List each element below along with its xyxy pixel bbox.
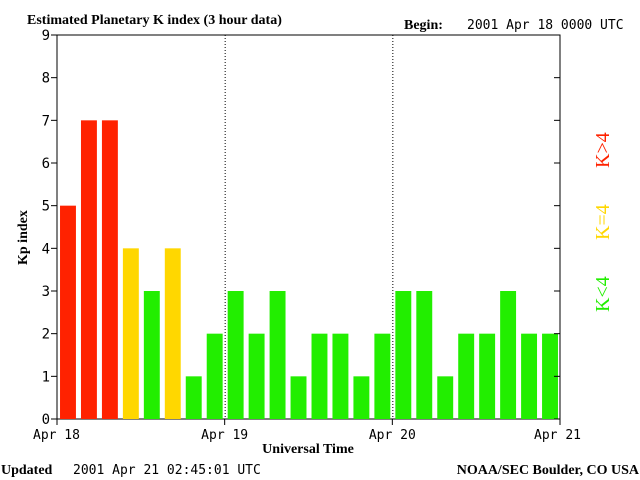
kp-bar-17 (395, 291, 412, 419)
kp-bar-16 (374, 333, 391, 419)
bar-series (60, 120, 558, 419)
kp-bar-7 (185, 376, 202, 419)
x-axis-ticks: Apr 18 Apr 19 Apr 20 Apr 21 (33, 419, 581, 443)
kp-bar-10 (248, 333, 265, 419)
y-tick-label: 1 (42, 369, 50, 385)
y-tick-label: 8 (42, 71, 50, 87)
x-tick-label: Apr 20 (369, 428, 416, 443)
kp-bar-23 (521, 333, 538, 419)
begin-value: 2001 Apr 18 0000 UTC (467, 18, 624, 33)
kp-bar-5 (143, 291, 160, 419)
x-axis-title: Universal Time (262, 442, 354, 457)
kp-bar-11 (269, 291, 286, 419)
kp-bar-1 (60, 205, 76, 419)
kp-bar-24 (542, 333, 558, 419)
kp-bar-6 (164, 248, 181, 419)
updated-value: 2001 Apr 21 02:45:01 UTC (73, 463, 261, 478)
y-axis-title: Kp index (16, 210, 31, 265)
y-tick-label: 9 (42, 28, 50, 44)
kp-bar-2 (80, 120, 97, 419)
y-tick-label: 5 (42, 199, 50, 215)
legend-high: K>4 (592, 132, 614, 168)
kp-bar-3 (101, 120, 118, 419)
kp-bar-21 (479, 333, 496, 419)
y-axis-ticks: 0 1 2 3 4 5 6 7 8 9 (42, 28, 560, 428)
kp-bar-19 (437, 376, 454, 419)
kp-bar-20 (458, 333, 475, 419)
y-tick-label: 0 (42, 412, 50, 428)
y-tick-label: 2 (42, 327, 50, 343)
kp-bar-4 (122, 248, 139, 419)
updated-label: Updated (1, 463, 53, 478)
kp-bar-18 (416, 291, 433, 419)
y-tick-label: 6 (42, 156, 50, 172)
y-tick-label: 7 (42, 113, 50, 129)
legend-low: K<4 (592, 276, 614, 312)
kp-bar-9 (227, 291, 244, 419)
kp-bar-12 (290, 376, 307, 419)
kp-bar-13 (311, 333, 328, 419)
day-separators (224, 35, 394, 419)
y-tick-label: 3 (42, 284, 50, 300)
kp-bar-14 (332, 333, 349, 419)
kp-bar-22 (500, 291, 517, 419)
kp-bar-8 (206, 333, 223, 419)
x-tick-label: Apr 18 (33, 428, 80, 443)
chart-title: Estimated Planetary K index (3 hour data… (27, 13, 282, 28)
plot-frame (56, 34, 561, 420)
source-credit: NOAA/SEC Boulder, CO USA (457, 463, 640, 478)
begin-label: Begin: (404, 18, 443, 33)
legend-mid: K=4 (592, 204, 614, 240)
x-tick-label: Apr 19 (201, 428, 248, 443)
kp-bar-15 (353, 376, 370, 419)
y-tick-label: 4 (42, 241, 50, 257)
x-tick-label: Apr 21 (534, 428, 581, 443)
